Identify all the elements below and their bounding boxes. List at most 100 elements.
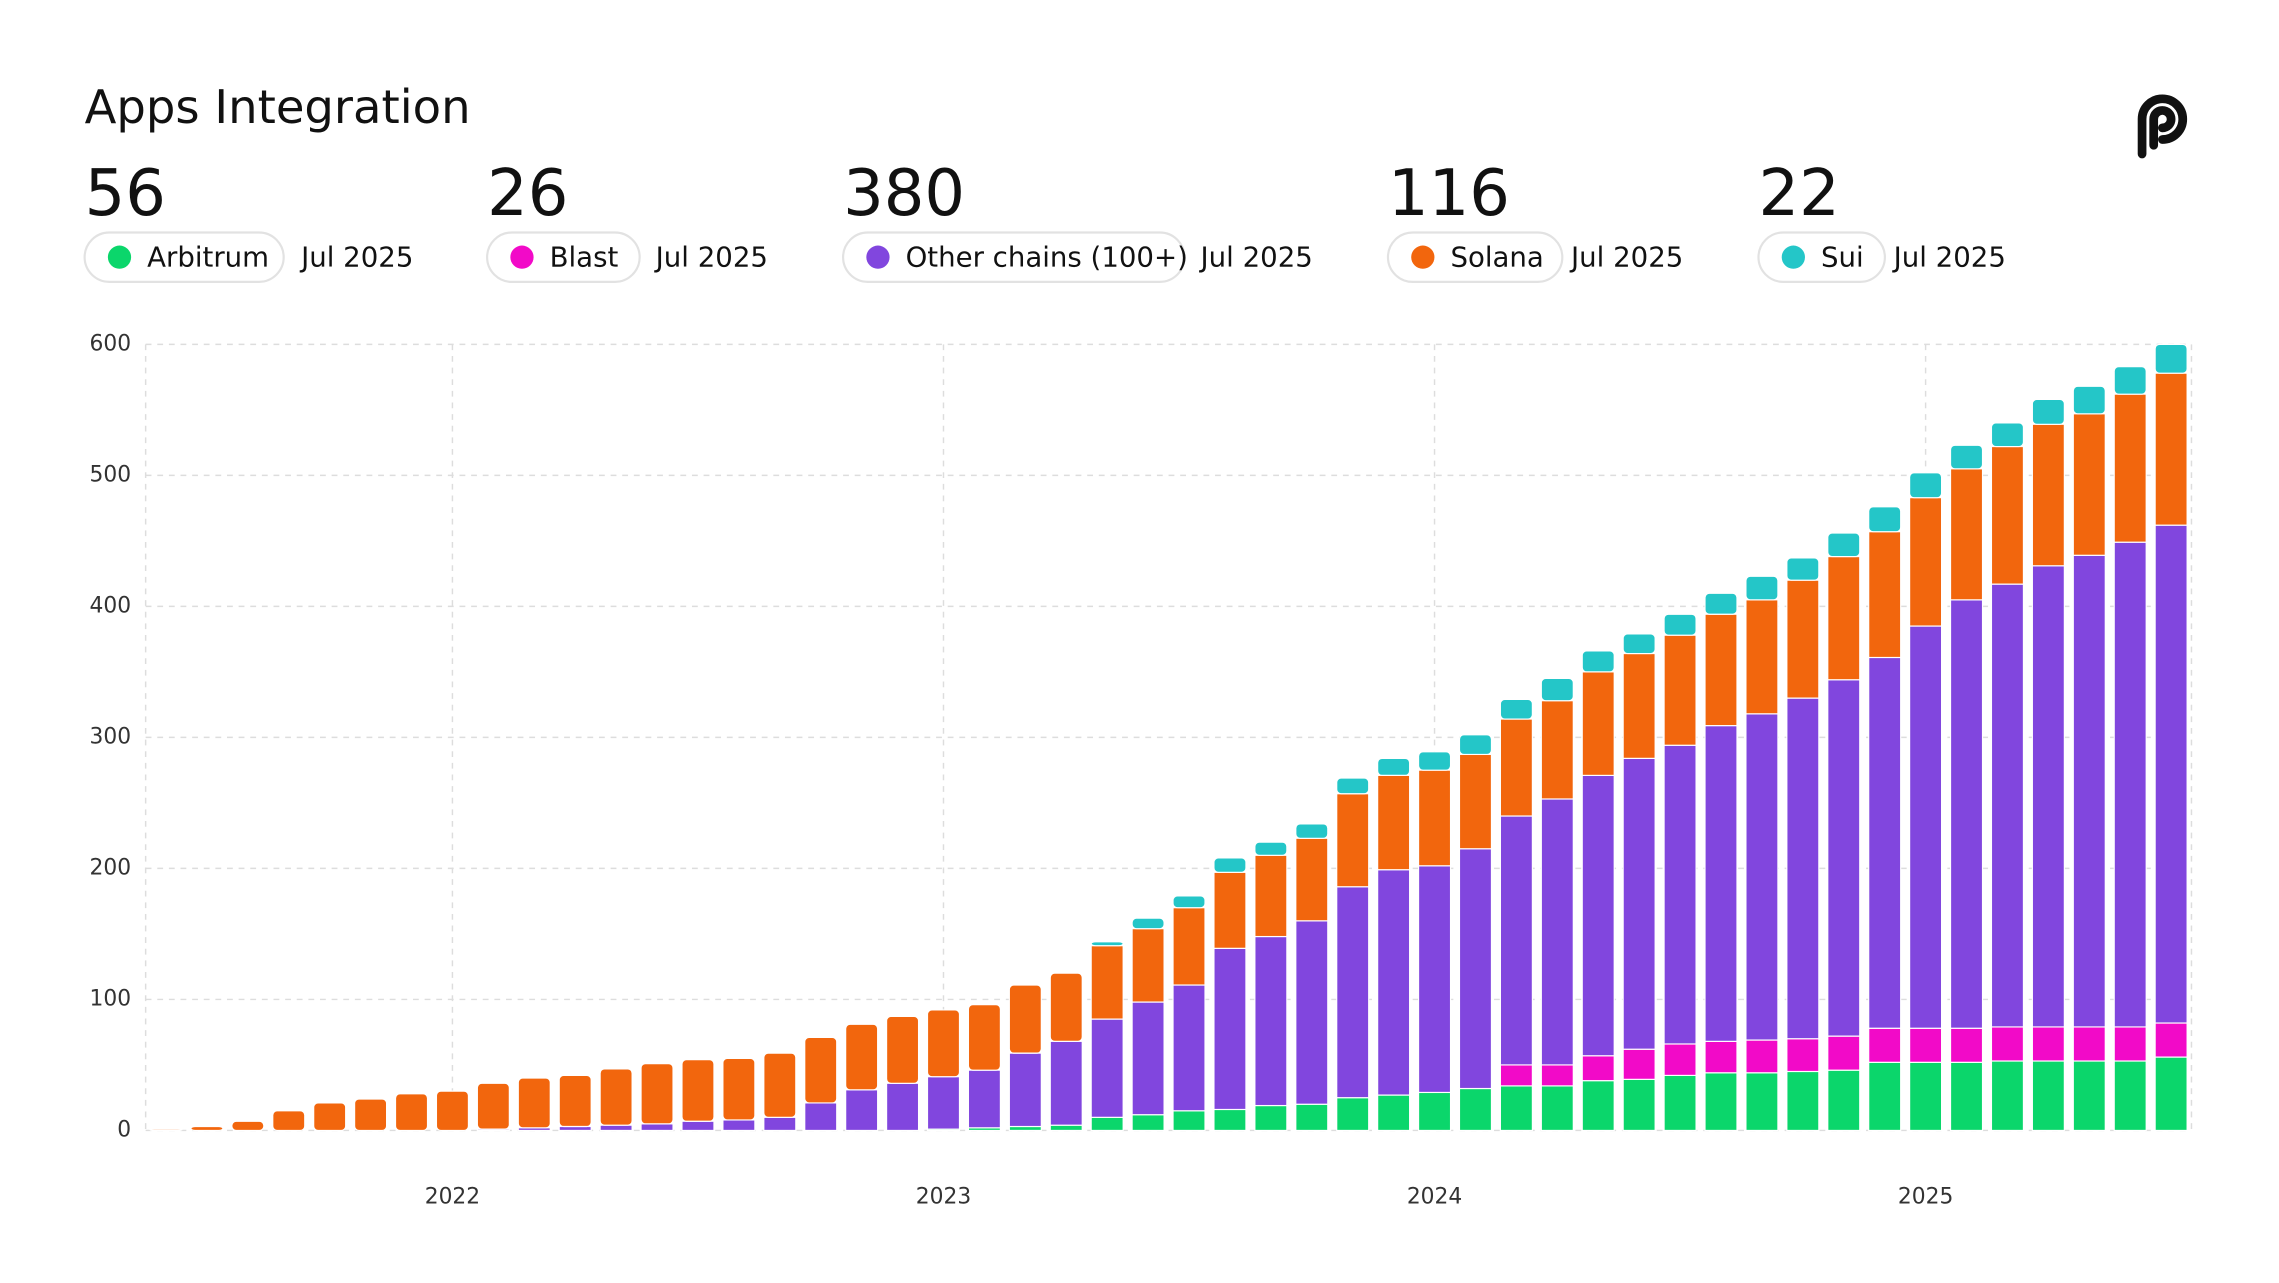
bar-segment: [1868, 656, 1902, 1029]
bar-segment: [1049, 1124, 1083, 1132]
bar-segment: [2072, 385, 2106, 415]
bar-segment: [1090, 941, 1124, 947]
bar-segment: [1581, 1055, 1615, 1082]
bar-segment: [1990, 1060, 2025, 1132]
bar-segment: [681, 1120, 715, 1132]
legend-label: Blast: [550, 241, 619, 274]
bar-segment: [2113, 1026, 2147, 1062]
bar-segment: [517, 1077, 551, 1129]
logo: [2137, 94, 2188, 159]
bar-segment: [1131, 928, 1165, 1003]
bar-segment: [1745, 713, 1779, 1041]
bar-segment: [1090, 945, 1124, 1020]
legend-swatch: [866, 245, 890, 269]
bar-segment: [1704, 592, 1738, 615]
bar-segment: [1581, 671, 1615, 776]
legend-pill: [841, 231, 1186, 283]
bar-segment: [845, 1089, 879, 1132]
bar-segment: [313, 1102, 347, 1132]
legend-pill: [83, 231, 285, 283]
bar-segment: [640, 1123, 674, 1132]
bar-segment: [1417, 769, 1452, 867]
legend-label: Other chains (100+): [906, 241, 1188, 274]
bar-segment: [1704, 613, 1738, 727]
headline-value: 116: [1388, 157, 1510, 231]
x-tick-label: 2023: [916, 1184, 971, 1209]
y-tick-label: 300: [90, 724, 132, 749]
bar-segment: [640, 1063, 674, 1125]
bar-segment: [763, 1052, 797, 1118]
headline-value: 22: [1758, 157, 1839, 231]
legend-swatch: [1781, 245, 1805, 269]
bar-segment: [272, 1110, 306, 1132]
bar-segment: [2031, 398, 2065, 425]
bar-segment: [2031, 1060, 2065, 1132]
bar-segment: [1745, 1039, 1779, 1074]
bar-segment: [2154, 1022, 2188, 1058]
bar-segment: [1336, 793, 1370, 888]
bar-segment: [1172, 1110, 1206, 1132]
bar-segment: [2113, 1060, 2147, 1132]
bar-segment: [1786, 1038, 1820, 1073]
bar-segment: [1213, 947, 1247, 1111]
bar-segment: [1786, 1070, 1820, 1132]
bar-segment: [1458, 734, 1493, 756]
bar-segment: [1745, 1072, 1779, 1132]
bar-segment: [1295, 920, 1329, 1105]
bar-segment: [1909, 472, 1943, 499]
bar-segment: [1949, 468, 1984, 601]
bar-segment: [1745, 575, 1779, 601]
bar-segment: [2154, 1056, 2188, 1132]
headline-date: Jul 2025: [1199, 241, 1313, 274]
bar-segment: [1336, 1097, 1370, 1132]
bar-segment: [1131, 1114, 1165, 1132]
bar-segment: [435, 1090, 470, 1132]
bar-segment: [1008, 1052, 1042, 1128]
bar-segment: [1254, 1104, 1288, 1132]
bar-segment: [1581, 774, 1615, 1057]
legend-label: Sui: [1821, 241, 1864, 274]
bar-segment: [1417, 865, 1452, 1094]
bar-segment: [2031, 423, 2065, 567]
bar-segment: [1622, 652, 1656, 759]
bar-segment: [1949, 1061, 1984, 1132]
bar-segment: [1622, 633, 1656, 655]
bar-segment: [149, 1128, 183, 1132]
bar-segment: [1909, 625, 1943, 1029]
legend-pill: [1386, 231, 1564, 283]
x-tick-label: 2022: [425, 1184, 480, 1209]
bar-segment: [1090, 1116, 1124, 1132]
bar-segment: [2113, 393, 2147, 543]
legend-pill: [486, 231, 641, 283]
legend-swatch: [107, 245, 132, 269]
bar-segment: [886, 1015, 920, 1084]
bar-segment: [1745, 599, 1779, 715]
bar-segment: [1540, 1085, 1574, 1132]
bar-segment: [2072, 554, 2106, 1028]
bar-segment: [1213, 1108, 1247, 1132]
legend-swatch: [1411, 245, 1435, 269]
bar-segment: [1909, 1061, 1943, 1132]
chart-title: Apps Integration: [85, 80, 471, 134]
bar-segment: [1663, 1074, 1697, 1132]
bar-segment: [722, 1057, 756, 1121]
bar-segment: [1663, 634, 1697, 746]
bar-segment: [1213, 857, 1247, 873]
bar-segment: [1499, 718, 1533, 817]
bar-segment: [1336, 886, 1370, 1099]
headline-value: 56: [85, 157, 166, 231]
bar-segment: [1499, 1064, 1533, 1087]
bar-segment: [1704, 1040, 1738, 1074]
bar-segment: [1172, 984, 1206, 1112]
bar-segment: [1008, 984, 1042, 1054]
bar-segment: [926, 1009, 961, 1078]
bar-segment: [1622, 757, 1656, 1050]
headline-date: Jul 2025: [299, 241, 413, 274]
bar-segment: [681, 1059, 715, 1122]
bar-segment: [1458, 753, 1493, 850]
bar-segment: [1704, 1072, 1738, 1132]
bar-segment: [190, 1125, 224, 1132]
bar-segment: [1827, 532, 1861, 558]
bar-segment: [1254, 854, 1288, 938]
